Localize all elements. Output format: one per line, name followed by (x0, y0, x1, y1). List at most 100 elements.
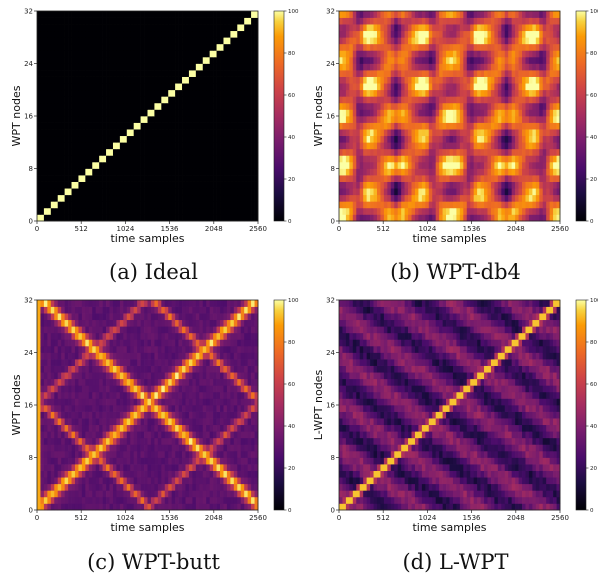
heatmap-cell (68, 181, 72, 189)
heatmap-cell (501, 17, 506, 25)
heatmap-cell (408, 83, 412, 91)
heatmap-cell (223, 17, 228, 25)
heatmap-cell (57, 129, 62, 137)
heatmap-cell (244, 116, 248, 123)
heatmap-cell (99, 161, 103, 169)
heatmap-cell (178, 142, 183, 150)
heatmap-cell (428, 37, 433, 45)
heatmap-cell (133, 424, 138, 432)
heatmap-cell (182, 477, 186, 485)
heatmap-cell (99, 43, 103, 51)
heatmap-cell (133, 188, 138, 196)
heatmap-cell (216, 116, 221, 123)
heatmap-cell (43, 135, 48, 143)
heatmap-cell (95, 11, 100, 18)
heatmap-cell (50, 188, 55, 196)
heatmap-cell (511, 89, 516, 97)
heatmap-cell (339, 43, 343, 51)
heatmap-cell (359, 175, 364, 182)
heatmap-cell (418, 194, 423, 202)
heatmap-cell (404, 96, 409, 104)
heatmap-cell (539, 135, 544, 143)
heatmap-cell (532, 43, 537, 51)
heatmap-cell (515, 175, 519, 182)
heatmap-cell (553, 17, 557, 25)
heatmap-cell (487, 89, 492, 97)
heatmap-cell (522, 116, 526, 123)
heatmap-cell (387, 214, 392, 222)
heatmap-cell (185, 181, 190, 189)
heatmap-cell (137, 63, 141, 71)
heatmap-cell (199, 444, 204, 452)
heatmap-cell (528, 43, 533, 51)
heatmap-cell (92, 148, 97, 156)
heatmap-cell (370, 148, 374, 156)
heatmap-cell (490, 102, 495, 110)
heatmap-cell (366, 161, 371, 169)
heatmap-cell (40, 24, 45, 32)
heatmap-cell (206, 161, 210, 169)
heatmap-cell (144, 431, 148, 439)
heatmap-cell (223, 109, 228, 117)
heatmap-cell (501, 161, 506, 169)
heatmap-cell (109, 17, 114, 25)
heatmap-cell (542, 161, 547, 169)
heatmap-cell (244, 496, 248, 504)
heatmap-cell (150, 89, 155, 97)
heatmap-cell (164, 437, 169, 445)
heatmap-cell (130, 431, 135, 439)
heatmap-cell (442, 207, 447, 215)
heatmap-cell (95, 214, 100, 222)
heatmap-cell (473, 161, 478, 169)
heatmap-cell (213, 457, 217, 465)
heatmap-cell (363, 116, 367, 123)
heatmap-cell (370, 181, 374, 189)
heatmap-cell (54, 142, 59, 150)
heatmap-cell (171, 181, 176, 189)
heatmap-cell (61, 11, 65, 18)
heatmap-cell (401, 194, 405, 202)
heatmap-cell (102, 11, 107, 18)
heatmap-cell (233, 24, 238, 32)
heatmap-cell (380, 155, 385, 163)
heatmap-cell (397, 89, 402, 97)
heatmap-cell (397, 148, 402, 156)
heatmap-cell (109, 142, 114, 150)
heatmap-cell (237, 161, 242, 169)
heatmap-cell (150, 175, 155, 182)
heatmap-cell (123, 148, 128, 156)
heatmap-cell (244, 17, 248, 25)
heatmap-cell (254, 37, 259, 45)
heatmap-cell (497, 201, 502, 209)
heatmap-cell (154, 470, 159, 478)
heatmap-cell (168, 30, 173, 38)
heatmap-cell (449, 76, 454, 84)
heatmap-cell (213, 30, 217, 38)
heatmap-cell (168, 148, 173, 156)
heatmap-cell (195, 483, 200, 491)
heatmap-cell (463, 194, 468, 202)
heatmap-cell (147, 63, 152, 71)
heatmap-cell (490, 201, 495, 209)
heatmap-cell (401, 63, 405, 71)
heatmap-cell (425, 89, 430, 97)
heatmap-cell (57, 431, 62, 439)
heatmap-cell (504, 116, 509, 123)
heatmap-cell (171, 207, 176, 215)
heatmap-cell (175, 142, 179, 150)
heatmap-cell (37, 431, 41, 439)
heatmap-cell (213, 148, 217, 156)
heatmap-cell (342, 96, 347, 104)
heatmap-cell (456, 116, 461, 123)
heatmap-cell (515, 148, 519, 156)
heatmap-cell (380, 83, 385, 91)
heatmap-cell (463, 109, 468, 117)
heatmap-cell (102, 76, 107, 84)
heatmap-cell (195, 102, 200, 110)
heatmap-cell (188, 175, 193, 182)
heatmap-cell (195, 37, 200, 45)
heatmap-cell (171, 175, 176, 182)
heatmap-cell (216, 76, 221, 84)
heatmap-cell (202, 129, 207, 137)
heatmap-cell (390, 63, 395, 71)
